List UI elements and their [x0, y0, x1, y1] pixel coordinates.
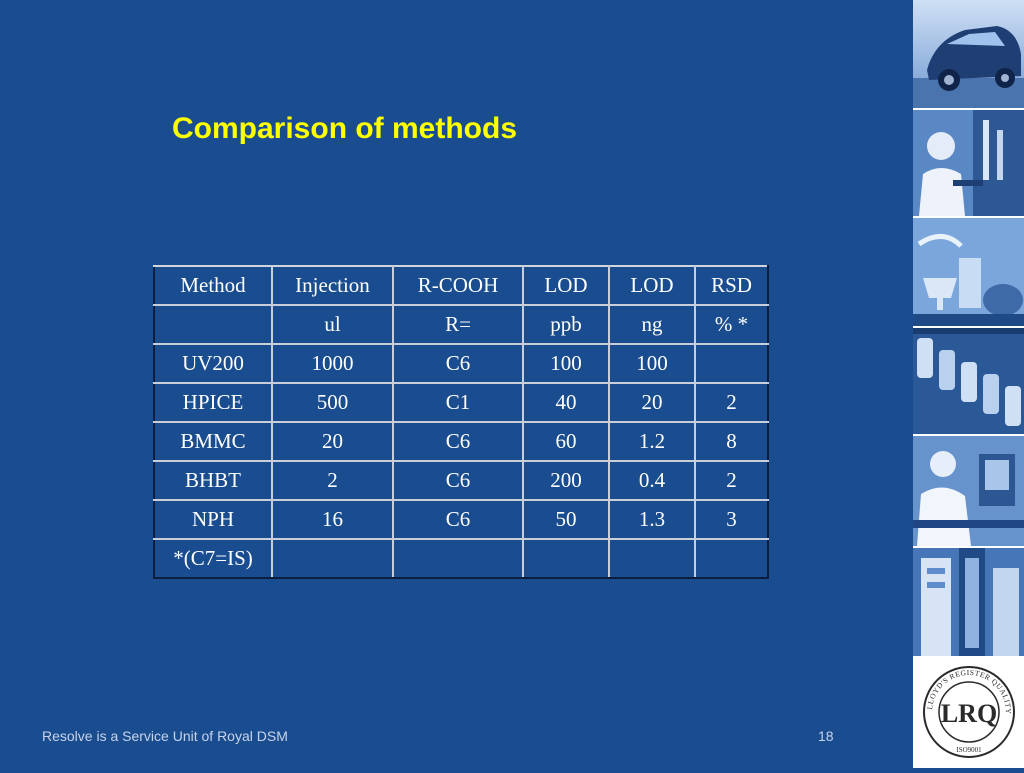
footnote-cell: *(C7=IS) [153, 538, 273, 579]
table-cell: 0.4 [608, 460, 696, 501]
table-cell: BMMC [153, 421, 273, 462]
header-cell: Method [153, 265, 273, 306]
header-cell: Injection [271, 265, 394, 306]
svg-text:ISO9001: ISO9001 [956, 746, 982, 754]
table-cell: 1.3 [608, 499, 696, 540]
table-body: Method Injection R-COOH LOD LOD RSD ul R… [153, 265, 769, 579]
table-cell: BHBT [153, 460, 273, 501]
table-row: BMMC 20 C6 60 1.2 8 [153, 421, 769, 462]
empty-cell [271, 538, 394, 579]
table-cell: NPH [153, 499, 273, 540]
unit-cell: ng [608, 304, 696, 345]
table-cell: 40 [522, 382, 610, 423]
empty-cell [694, 538, 769, 579]
empty-cell [392, 538, 524, 579]
table-cell: 100 [608, 343, 696, 384]
unit-cell: ul [271, 304, 394, 345]
lab-worker-art [913, 436, 1024, 546]
table-row: HPICE 500 C1 40 20 2 [153, 382, 769, 423]
table-cell: 50 [522, 499, 610, 540]
slide-title: Comparison of methods [172, 112, 518, 145]
table-cell: C1 [392, 382, 524, 423]
table-row: BHBT 2 C6 200 0.4 2 [153, 460, 769, 501]
lrqa-logo-area: LLOYD'S REGISTER QUALITY ASSURANCE LRQ I… [910, 649, 1024, 768]
svg-text:LRQ: LRQ [941, 699, 997, 728]
lab-equipment-art [913, 548, 1024, 656]
table-cell: C6 [392, 343, 524, 384]
car-photo [913, 0, 1024, 108]
table-cell [694, 343, 769, 384]
table-cell: UV200 [153, 343, 273, 384]
header-cell: RSD [694, 265, 769, 306]
header-cell: LOD [522, 265, 610, 306]
table-cell: 100 [522, 343, 610, 384]
header-cell: R-COOH [392, 265, 524, 306]
footnote-row: *(C7=IS) [153, 538, 769, 579]
table-row: UV200 1000 C6 100 100 [153, 343, 769, 384]
food-products-art [913, 218, 1024, 326]
food-products-photo [913, 218, 1024, 326]
unit-cell [153, 304, 273, 345]
table-cell: 60 [522, 421, 610, 462]
table-cell: 1000 [271, 343, 394, 384]
table-cell: 20 [271, 421, 394, 462]
table-cell: 16 [271, 499, 394, 540]
unit-cell: ppb [522, 304, 610, 345]
unit-cell: % * [694, 304, 769, 345]
car-photo-art [913, 0, 1024, 108]
header-cell: LOD [608, 265, 696, 306]
lab-scientist-photo [913, 110, 1024, 216]
table-cell: 500 [271, 382, 394, 423]
table-cell: C6 [392, 421, 524, 462]
lab-bottles-photo [913, 328, 1024, 434]
page-number: 18 [818, 728, 834, 744]
footer-company: Resolve is a Service Unit of Royal DSM [42, 728, 288, 744]
table-cell: 3 [694, 499, 769, 540]
table-cell: 20 [608, 382, 696, 423]
units-row: ul R= ppb ng % * [153, 304, 769, 345]
empty-cell [608, 538, 696, 579]
header-row: Method Injection R-COOH LOD LOD RSD [153, 265, 769, 306]
table-cell: 8 [694, 421, 769, 462]
table-cell: C6 [392, 499, 524, 540]
table-cell: C6 [392, 460, 524, 501]
table-cell: 2 [694, 460, 769, 501]
lab-scientist-art [913, 110, 1024, 216]
lab-worker-photo [913, 436, 1024, 546]
table-cell: 200 [522, 460, 610, 501]
lab-bottles-art [913, 328, 1024, 434]
table-cell: 1.2 [608, 421, 696, 462]
photo-strip [913, 0, 1024, 768]
table-cell: HPICE [153, 382, 273, 423]
unit-cell: R= [392, 304, 524, 345]
empty-cell [522, 538, 610, 579]
table-row: NPH 16 C6 50 1.3 3 [153, 499, 769, 540]
methods-comparison-table: Method Injection R-COOH LOD LOD RSD ul R… [153, 265, 769, 579]
table-cell: 2 [271, 460, 394, 501]
table-cell: 2 [694, 382, 769, 423]
lrqa-iso9001-logo: LLOYD'S REGISTER QUALITY ASSURANCE LRQ I… [910, 649, 1015, 758]
lab-equipment-photo [913, 548, 1024, 656]
